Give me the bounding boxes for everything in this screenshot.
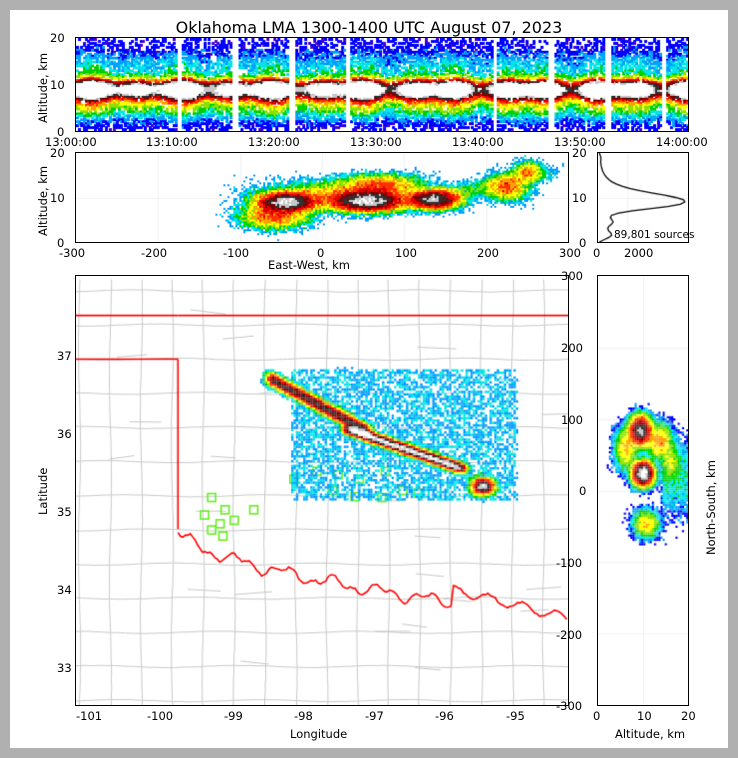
map-ylabel: Latitude	[36, 467, 50, 515]
map-ytick-36: 36	[57, 427, 72, 441]
source-count-annotation: 89,801 sources	[614, 229, 695, 241]
ew-xtick-6: 300	[559, 246, 581, 260]
east-west-plot	[76, 153, 568, 242]
altitude-histogram-panel[interactable]	[597, 152, 689, 243]
map-xtick-2: -99	[224, 709, 243, 723]
ns-xtick-0: 0	[593, 709, 601, 723]
ns-ytick-m300: -300	[556, 699, 583, 713]
ns-xtick-20: 20	[681, 709, 696, 723]
map-ytick-37: 37	[57, 349, 72, 363]
ew-ylabel: Altitude, km	[36, 165, 50, 236]
map-xtick-5: -96	[435, 709, 454, 723]
ns-ytick-m100: -100	[556, 556, 583, 570]
hist-ytick-20: 20	[572, 146, 587, 160]
north-south-height-panel[interactable]	[597, 275, 689, 706]
map-ytick-34: 34	[57, 583, 72, 597]
ew-xtick-1: -200	[141, 246, 168, 260]
ew-xtick-2: -100	[223, 246, 250, 260]
ns-ytick-m200: -200	[556, 628, 583, 642]
ew-ytick-10: 10	[50, 191, 65, 205]
north-south-plot	[598, 276, 688, 705]
hist-ytick-10: 10	[572, 191, 587, 205]
ew-xlabel: East-West, km	[268, 258, 350, 272]
map-ytick-33: 33	[57, 661, 72, 675]
east-west-height-panel[interactable]	[75, 152, 569, 243]
map-xtick-1: -100	[147, 709, 174, 723]
ew-xtick-0: -300	[59, 246, 86, 260]
plan-view-map-panel[interactable]	[75, 275, 569, 706]
hist-ytick-0: 0	[579, 236, 587, 250]
ew-ytick-0: 0	[57, 236, 65, 250]
altitude-histogram-plot	[598, 153, 688, 242]
ew-xtick-3: 0	[317, 246, 325, 260]
time-ytick-20: 20	[50, 31, 65, 45]
map-xtick-4: -97	[365, 709, 384, 723]
ns-xtick-10: 10	[637, 709, 652, 723]
time-xtick-6: 14:00:00	[656, 135, 708, 149]
ns-ytick-200: 200	[561, 341, 583, 355]
ns-xlabel: Altitude, km	[615, 727, 686, 741]
plan-view-map-plot	[76, 276, 568, 705]
ew-ytick-20: 20	[50, 146, 65, 160]
ns-ytick-100: 100	[561, 413, 583, 427]
time-ytick-10: 10	[50, 78, 65, 92]
time-xtick-2: 13:20:00	[248, 135, 300, 149]
ns-ytick-0: 0	[579, 484, 587, 498]
map-xtick-0: -101	[76, 709, 103, 723]
time-xtick-4: 13:40:00	[452, 135, 504, 149]
map-xtick-6: -95	[506, 709, 525, 723]
map-xtick-3: -98	[294, 709, 313, 723]
ns-ylabel: North-South, km	[704, 460, 718, 555]
time-height-plot	[76, 38, 688, 131]
time-xtick-0: 13:00:00	[45, 135, 97, 149]
time-height-panel[interactable]	[75, 37, 689, 132]
time-ylabel: Altitude, km	[36, 52, 50, 123]
time-ytick-0: 0	[57, 125, 65, 139]
figure-canvas: Oklahoma LMA 1300-1400 UTC August 07, 20…	[10, 10, 728, 748]
hist-xtick-0: 0	[593, 246, 601, 260]
time-xtick-3: 13:30:00	[350, 135, 402, 149]
ew-xtick-5: 200	[477, 246, 499, 260]
page-title: Oklahoma LMA 1300-1400 UTC August 07, 20…	[175, 18, 563, 37]
hist-xtick-1: 2000	[624, 246, 654, 260]
time-xtick-1: 13:10:00	[146, 135, 198, 149]
map-xlabel: Longitude	[290, 727, 348, 741]
ew-xtick-4: 100	[395, 246, 417, 260]
ns-ytick-300: 300	[561, 269, 583, 283]
map-ytick-35: 35	[57, 505, 72, 519]
time-xtick-5: 13:50:00	[554, 135, 606, 149]
